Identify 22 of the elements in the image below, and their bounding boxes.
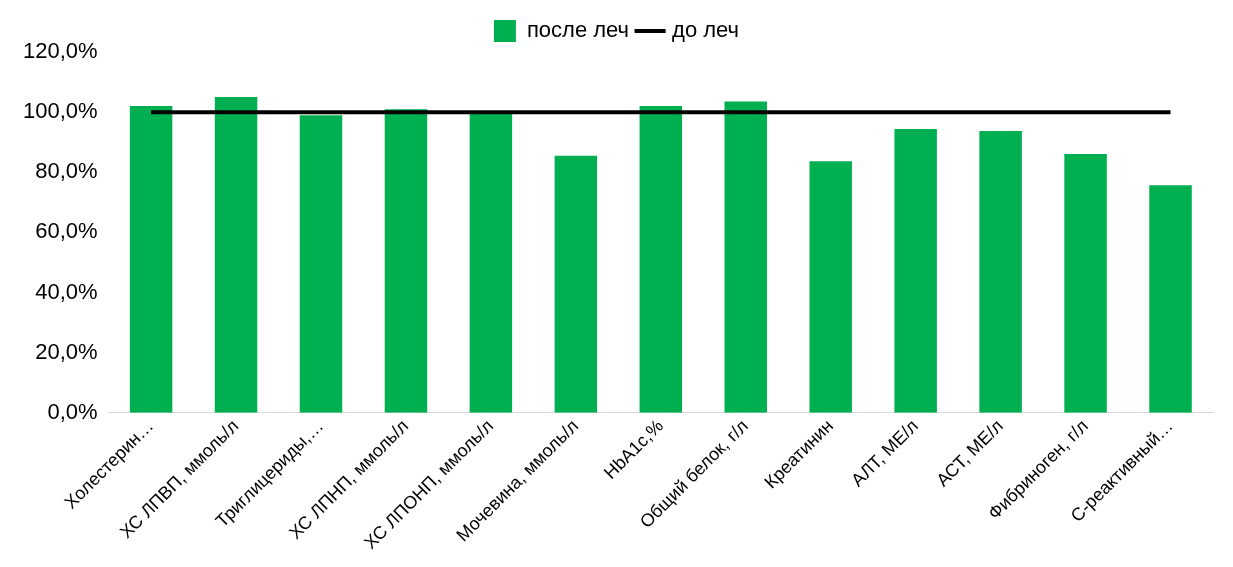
bar xyxy=(384,109,428,413)
y-tick-label: 120,0% xyxy=(22,38,98,64)
bar xyxy=(469,112,513,413)
bar xyxy=(1149,185,1192,413)
bar xyxy=(979,131,1022,413)
bar xyxy=(809,161,852,413)
y-tick-label: 60,0% xyxy=(35,218,98,244)
y-tick-label: 40,0% xyxy=(35,278,98,304)
y-tick-label: 100,0% xyxy=(22,98,98,124)
legend-label: до леч xyxy=(672,17,740,43)
bar xyxy=(894,128,937,413)
y-tick-label: 20,0% xyxy=(35,338,98,364)
bar xyxy=(299,115,343,413)
bar xyxy=(129,106,173,413)
bar xyxy=(724,101,767,413)
y-tick-label: 0,0% xyxy=(47,398,98,424)
bar xyxy=(214,97,258,413)
y-tick-label: 80,0% xyxy=(35,158,98,184)
bar xyxy=(639,106,683,413)
bar xyxy=(1064,153,1107,413)
bar xyxy=(554,155,598,413)
legend-label: после леч xyxy=(526,17,630,43)
